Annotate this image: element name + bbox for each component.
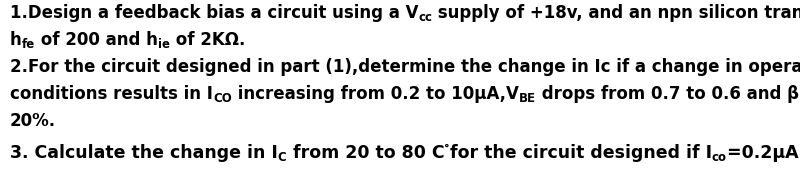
Text: increasing from 0.2 to 10μA,V: increasing from 0.2 to 10μA,V <box>232 85 518 103</box>
Text: C: C <box>278 151 286 164</box>
Text: =0.2μA and V: =0.2μA and V <box>727 144 800 162</box>
Text: fe: fe <box>22 38 35 51</box>
Text: co: co <box>712 151 727 164</box>
Text: cc: cc <box>418 11 433 24</box>
Text: BE: BE <box>518 92 535 105</box>
Text: conditions results in I: conditions results in I <box>10 85 213 103</box>
Text: of 200 and h: of 200 and h <box>35 31 158 49</box>
Text: CO: CO <box>213 92 232 105</box>
Text: supply of +18v, and an npn silicon transistor with: supply of +18v, and an npn silicon trans… <box>433 4 800 22</box>
Text: 3. Calculate the change in I: 3. Calculate the change in I <box>10 144 278 162</box>
Text: of 2KΩ.: of 2KΩ. <box>170 31 246 49</box>
Text: drops from 0.7 to 0.6 and β increase: drops from 0.7 to 0.6 and β increase <box>535 85 800 103</box>
Text: ie: ie <box>158 38 170 51</box>
Text: from 20 to 80 C: from 20 to 80 C <box>286 144 444 162</box>
Text: 2.For the circuit designed in part (1),determine the change in Ic if a change in: 2.For the circuit designed in part (1),d… <box>10 58 800 76</box>
Text: 20%.: 20%. <box>10 112 56 130</box>
Text: °: ° <box>444 144 450 154</box>
Text: for the circuit designed if I: for the circuit designed if I <box>450 144 712 162</box>
Text: h: h <box>10 31 22 49</box>
Text: 1.Design a feedback bias a circuit using a V: 1.Design a feedback bias a circuit using… <box>10 4 418 22</box>
